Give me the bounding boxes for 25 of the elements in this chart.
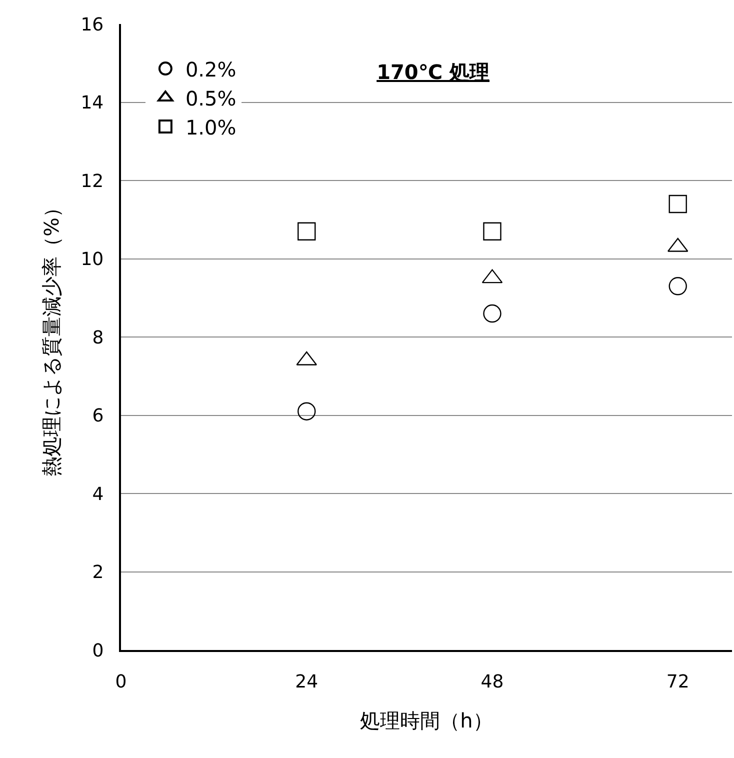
point xyxy=(483,222,502,240)
text: 170℃ 処理 xyxy=(376,60,490,84)
y-tick-label: 2 xyxy=(92,562,104,584)
x-tick-label: 24 xyxy=(295,671,318,692)
legend-label: 0.5% xyxy=(185,86,236,110)
y-tick-label: 6 xyxy=(92,406,104,427)
point xyxy=(483,304,502,323)
y-tick-label: 16 xyxy=(80,14,104,36)
point xyxy=(298,402,316,420)
point xyxy=(298,222,316,240)
x-tick-label: 0 xyxy=(115,671,127,692)
point xyxy=(668,277,687,296)
y-axis-title: 熱処理による質量減少率（%） xyxy=(40,197,64,477)
y-tick-label: 8 xyxy=(92,327,104,348)
x-tick-label: 48 xyxy=(480,671,504,692)
y-tick-label: 12 xyxy=(80,170,104,192)
y-tick-label: 0 xyxy=(92,640,104,662)
y-tick-label: 10 xyxy=(80,249,104,270)
point xyxy=(668,194,687,214)
x-axis-title: 処理時間（h） xyxy=(360,708,493,732)
x-tick-label: 72 xyxy=(666,671,690,692)
legend-label: 0.2% xyxy=(185,57,236,82)
y-tick-label: 14 xyxy=(80,92,104,114)
legend-label: 1.0% xyxy=(185,115,236,140)
y-tick-label: 4 xyxy=(92,484,104,505)
